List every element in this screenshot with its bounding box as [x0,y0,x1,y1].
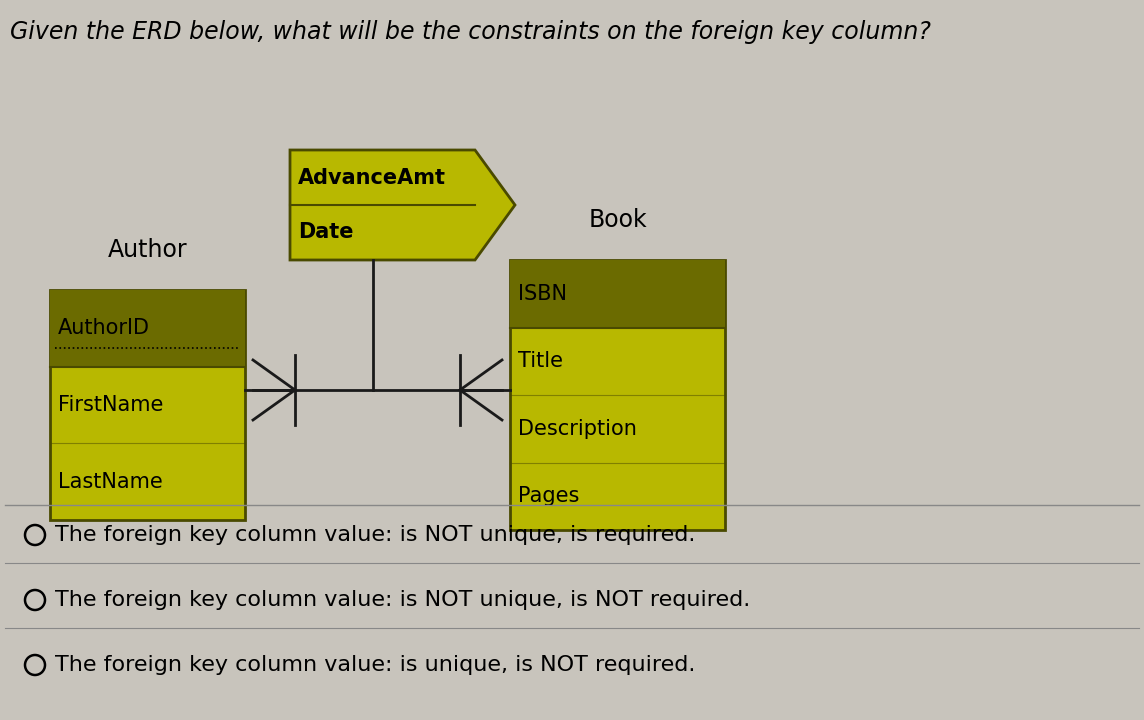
Bar [50,290,245,366]
Text: Given the ERD below, what will be the constraints on the foreign key column?: Given the ERD below, what will be the co… [10,20,931,44]
Text: Date: Date [297,222,353,243]
Text: Description: Description [518,419,637,438]
Text: LastName: LastName [58,472,162,492]
Text: Book: Book [588,208,646,232]
Text: Pages: Pages [518,486,579,506]
Text: AuthorID: AuthorID [58,318,150,338]
Text: ISBN: ISBN [518,284,567,304]
Bar [510,260,725,328]
Text: FirstName: FirstName [58,395,164,415]
Text: The foreign key column value: is NOT unique, is NOT required.: The foreign key column value: is NOT uni… [55,590,750,610]
Polygon shape [289,150,515,260]
Text: The foreign key column value: is unique, is NOT required.: The foreign key column value: is unique,… [55,655,696,675]
Bar [50,290,245,520]
Text: AdvanceAmt: AdvanceAmt [297,168,446,187]
Bar [510,260,725,530]
Text: The foreign key column value: is NOT unique, is required.: The foreign key column value: is NOT uni… [55,525,696,545]
Text: Author: Author [108,238,188,262]
Text: Title: Title [518,351,563,372]
